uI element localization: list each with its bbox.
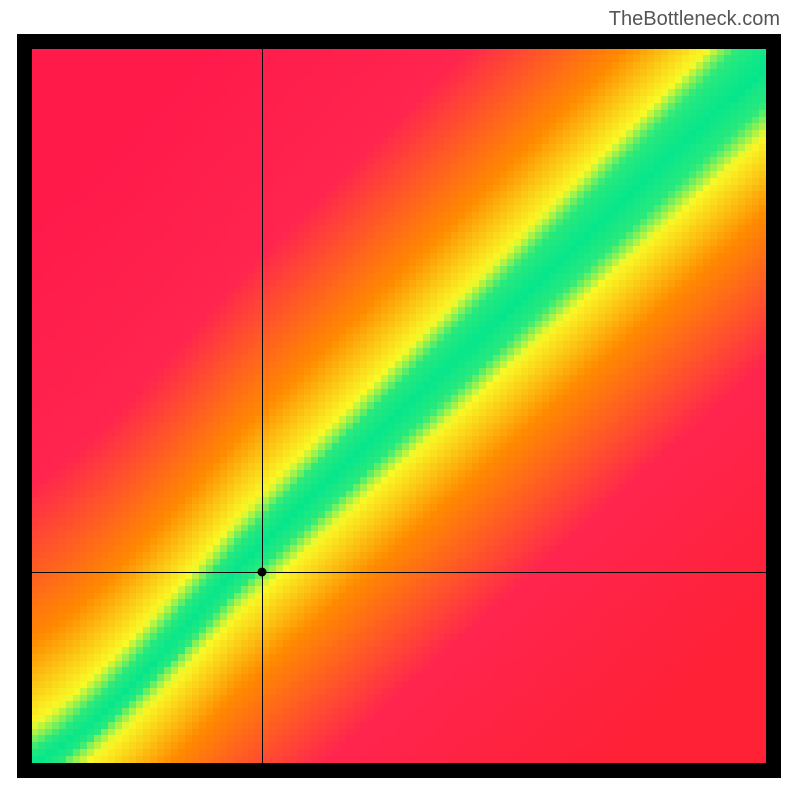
chart-container: TheBottleneck.com — [0, 0, 800, 800]
watermark-text: TheBottleneck.com — [609, 8, 780, 31]
plot-area — [32, 49, 766, 763]
marker-dot — [257, 567, 266, 576]
crosshair-horizontal — [32, 572, 766, 573]
chart-frame — [17, 34, 781, 778]
crosshair-vertical — [262, 49, 263, 763]
heatmap-canvas — [32, 49, 766, 763]
